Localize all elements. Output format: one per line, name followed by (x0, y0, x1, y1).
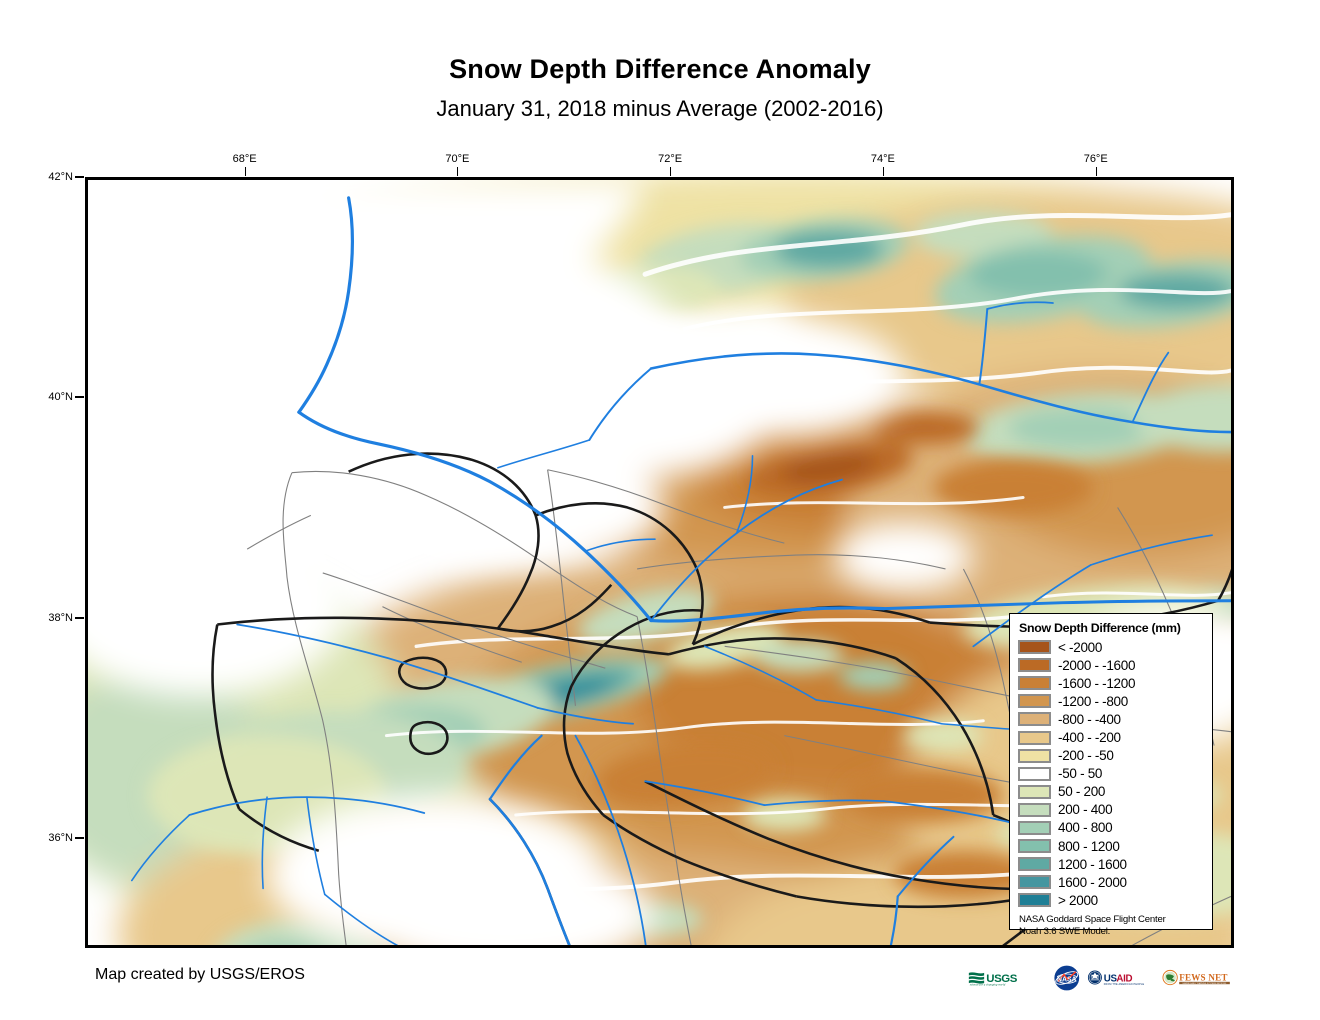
lon-tick-mark (1095, 167, 1097, 176)
legend-entry: 400 - 800 (1018, 819, 1204, 837)
legend-swatch (1018, 694, 1051, 709)
page-subtitle: January 31, 2018 minus Average (2002-201… (436, 95, 884, 121)
lat-tick-40: 40°N (37, 391, 84, 403)
lon-tick-mark (670, 167, 672, 176)
lon-tick-mark (244, 167, 246, 176)
map-canvas[interactable] (85, 177, 1234, 948)
svg-text:AID: AID (1116, 973, 1132, 984)
legend-entry: 800 - 1200 (1018, 837, 1204, 855)
lon-tick-70: 70°E (445, 153, 469, 176)
legend-swatch (1018, 893, 1051, 908)
legend-label: 400 - 800 (1058, 820, 1113, 836)
legend-entry: -200 - -50 (1018, 747, 1204, 765)
lon-tick-74: 74°E (871, 153, 895, 176)
legend-swatch (1018, 857, 1051, 872)
legend-entry: 50 - 200 (1018, 783, 1204, 801)
fewsnet-logo: FEWS NET FAMINE EARLY WARNING SYSTEMS NE… (1162, 969, 1231, 986)
legend-entry: 1600 - 2000 (1018, 873, 1204, 891)
legend-label: -400 - -200 (1058, 730, 1121, 746)
legend-entry: < -2000 (1018, 638, 1204, 656)
svg-text:NASA: NASA (1057, 976, 1077, 983)
legend-label: -200 - -50 (1058, 748, 1114, 764)
legend-swatch (1018, 730, 1051, 745)
legend-source-line2: Noah 3.6 SWE Model. (1019, 926, 1111, 938)
snow-depth-anomaly-raster (88, 180, 1231, 945)
legend-label: 50 - 200 (1058, 784, 1106, 800)
legend-label: -800 - -400 (1058, 711, 1121, 727)
svg-text:US: US (1103, 973, 1117, 984)
legend-label: -2000 - -1600 (1058, 657, 1136, 673)
legend-entry: -1200 - -800 (1018, 692, 1204, 710)
lat-tick-mark (75, 396, 84, 399)
svg-text:FEWS NET: FEWS NET (1180, 972, 1229, 982)
legend-source-note: NASA Goddard Space Flight Center Noah 3.… (1019, 914, 1204, 937)
lat-tick-36: 36°N (37, 832, 84, 844)
legend-swatch (1018, 658, 1051, 673)
legend-swatch (1018, 712, 1051, 727)
legend-title: Snow Depth Difference (mm) (1019, 621, 1181, 635)
lon-tick-mark (882, 167, 884, 176)
lon-tick-72: 72°E (658, 153, 682, 176)
map-legend: Snow Depth Difference (mm) < -2000 -2000 … (1009, 613, 1213, 937)
legend-label: 200 - 400 (1058, 802, 1113, 818)
legend-entry: 200 - 400 (1018, 801, 1204, 819)
legend-label: -50 - 50 (1058, 766, 1103, 782)
lat-tick-mark (75, 176, 84, 178)
rivers (130, 196, 1231, 945)
lon-tick-76: 76°E (1084, 153, 1108, 176)
legend-label: > 2000 (1058, 892, 1098, 908)
logo-bar: USGS science for a changing world NASA U… (968, 959, 1234, 997)
title-block: Snow Depth Difference Anomaly January 31… (0, 0, 1320, 121)
svg-text:USGS: USGS (986, 973, 1018, 985)
lon-tick-68: 68°E (233, 153, 257, 176)
legend-label: 800 - 1200 (1058, 838, 1120, 854)
legend-label: 1200 - 1600 (1058, 856, 1127, 872)
legend-entry: > 2000 (1018, 891, 1204, 909)
usgs-logo: USGS science for a changing world (968, 972, 1018, 987)
svg-text:FAMINE EARLY WARNING SYSTEMS N: FAMINE EARLY WARNING SYSTEMS NETWORK (1183, 982, 1228, 985)
legend-entry: 1200 - 1600 (1018, 855, 1204, 873)
usaid-logo: US AID FROM THE AMERICAN PEOPLE (1087, 970, 1144, 986)
map-credit: Map created by USGS/EROS (95, 966, 305, 983)
svg-text:FROM THE AMERICAN PEOPLE: FROM THE AMERICAN PEOPLE (1103, 983, 1144, 986)
legend-swatch (1018, 839, 1051, 854)
legend-label: -1200 - -800 (1058, 693, 1128, 709)
legend-entry: -400 - -200 (1018, 728, 1204, 746)
legend-swatch (1018, 748, 1051, 763)
nasa-logo: NASA (1054, 965, 1080, 991)
legend-entry: -800 - -400 (1018, 710, 1204, 728)
lat-tick-42: 42°N (37, 171, 84, 183)
legend-entries: < -2000 -2000 - -1600 -1600 - -1200 -1200 -… (1018, 638, 1204, 909)
legend-swatch (1018, 766, 1051, 781)
lat-tick-38: 38°N (37, 612, 84, 624)
legend-label: -1600 - -1200 (1058, 675, 1136, 691)
lat-tick-mark (75, 836, 84, 839)
legend-label: < -2000 (1058, 639, 1103, 655)
legend-swatch (1018, 820, 1051, 835)
legend-swatch (1018, 875, 1051, 890)
legend-entry: -1600 - -1200 (1018, 674, 1204, 692)
legend-label: 1600 - 2000 (1058, 874, 1127, 890)
lon-tick-mark (457, 167, 459, 176)
legend-entry: -50 - 50 (1018, 765, 1204, 783)
legend-swatch (1018, 784, 1051, 799)
legend-swatch (1018, 802, 1051, 817)
legend-entry: -2000 - -1600 (1018, 656, 1204, 674)
lat-tick-mark (75, 616, 84, 619)
svg-text:science for a changing world: science for a changing world (970, 983, 1006, 987)
legend-source-line1: NASA Goddard Space Flight Center (1019, 914, 1166, 926)
page-title: Snow Depth Difference Anomaly (449, 54, 871, 84)
legend-swatch (1018, 676, 1051, 691)
legend-swatch (1018, 640, 1051, 655)
